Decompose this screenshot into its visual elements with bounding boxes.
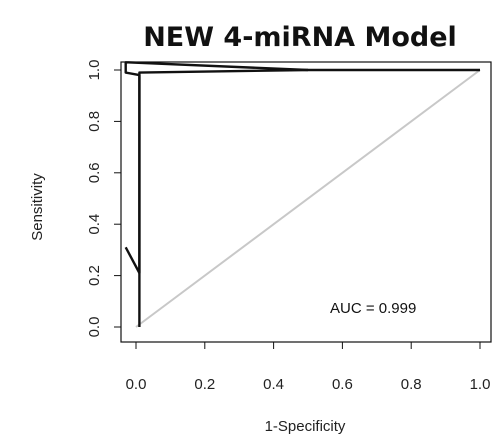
auc-annotation: AUC = 0.999 xyxy=(330,300,416,317)
y-axis: 0.0 0.2 0.4 0.6 0.8 1.0 xyxy=(86,60,121,338)
y-tick-label: 1.0 xyxy=(86,60,103,81)
x-axis: 0.0 0.2 0.4 0.6 0.8 1.0 xyxy=(126,342,491,393)
reference-diagonal-line xyxy=(135,69,481,328)
x-tick-label: 0.8 xyxy=(401,376,422,393)
x-tick-label: 1.0 xyxy=(470,376,491,393)
y-tick-label: 0.0 xyxy=(86,317,103,338)
x-tick-label: 0.0 xyxy=(126,376,147,393)
roc-curve-2 xyxy=(124,61,309,275)
y-tick-label: 0.4 xyxy=(86,214,103,235)
chart-title: NEW 4-miRNA Model xyxy=(143,22,457,53)
plot-frame xyxy=(120,61,492,343)
x-axis-label: 1-Specificity xyxy=(265,418,346,435)
x-tick-label: 0.4 xyxy=(263,376,284,393)
y-tick-label: 0.2 xyxy=(86,265,103,286)
y-tick-label: 0.6 xyxy=(86,162,103,183)
x-tick-label: 0.2 xyxy=(194,376,215,393)
x-tick-label: 0.6 xyxy=(332,376,353,393)
y-tick-label: 0.8 xyxy=(86,111,103,132)
y-axis-label: Sensitivity xyxy=(29,173,46,241)
plot-area xyxy=(120,61,492,343)
